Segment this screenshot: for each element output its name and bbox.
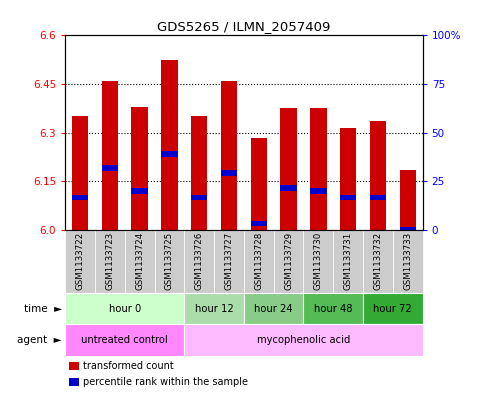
- Bar: [274, 230, 303, 293]
- Bar: [281, 185, 297, 191]
- Text: GSM1133733: GSM1133733: [403, 232, 412, 290]
- Bar: [191, 195, 207, 200]
- Bar: [69, 378, 79, 386]
- Text: hour 48: hour 48: [314, 303, 353, 314]
- Title: GDS5265 / ILMN_2057409: GDS5265 / ILMN_2057409: [157, 20, 330, 33]
- Bar: [131, 107, 148, 230]
- Text: GSM1133731: GSM1133731: [344, 232, 353, 290]
- Text: time  ►: time ►: [24, 303, 62, 314]
- Text: GSM1133724: GSM1133724: [135, 232, 144, 290]
- Bar: [65, 324, 185, 356]
- Bar: [399, 227, 416, 233]
- Bar: [69, 362, 79, 370]
- Text: GSM1133732: GSM1133732: [373, 232, 383, 290]
- Bar: [161, 60, 178, 230]
- Text: GSM1133728: GSM1133728: [255, 232, 263, 290]
- Bar: [214, 230, 244, 293]
- Bar: [221, 81, 237, 230]
- Text: hour 72: hour 72: [373, 303, 412, 314]
- Text: hour 24: hour 24: [255, 303, 293, 314]
- Bar: [125, 230, 155, 293]
- Text: transformed count: transformed count: [83, 361, 174, 371]
- Text: GSM1133723: GSM1133723: [105, 232, 114, 290]
- Text: mycophenolic acid: mycophenolic acid: [257, 335, 350, 345]
- Bar: [363, 293, 423, 324]
- Bar: [185, 230, 214, 293]
- Bar: [72, 116, 88, 230]
- Bar: [244, 230, 274, 293]
- Text: hour 12: hour 12: [195, 303, 233, 314]
- Bar: [244, 293, 303, 324]
- Text: untreated control: untreated control: [82, 335, 168, 345]
- Bar: [191, 116, 207, 230]
- Text: hour 0: hour 0: [109, 303, 141, 314]
- Text: GSM1133726: GSM1133726: [195, 232, 204, 290]
- Bar: [310, 188, 327, 194]
- Bar: [310, 108, 327, 230]
- Bar: [340, 128, 356, 230]
- Bar: [393, 230, 423, 293]
- Text: GSM1133725: GSM1133725: [165, 232, 174, 290]
- Bar: [370, 121, 386, 230]
- Bar: [102, 165, 118, 171]
- Text: GSM1133730: GSM1133730: [314, 232, 323, 290]
- Bar: [65, 230, 95, 293]
- Bar: [281, 108, 297, 230]
- Bar: [303, 293, 363, 324]
- Bar: [72, 195, 88, 200]
- Bar: [161, 151, 178, 157]
- Text: agent  ►: agent ►: [17, 335, 62, 345]
- Bar: [399, 170, 416, 230]
- Text: GSM1133727: GSM1133727: [225, 232, 233, 290]
- Bar: [251, 220, 267, 226]
- Bar: [95, 230, 125, 293]
- Bar: [221, 170, 237, 176]
- Bar: [251, 138, 267, 230]
- Bar: [303, 230, 333, 293]
- Bar: [333, 230, 363, 293]
- Bar: [340, 195, 356, 200]
- Bar: [370, 195, 386, 200]
- Bar: [155, 230, 185, 293]
- Bar: [185, 324, 423, 356]
- Bar: [363, 230, 393, 293]
- Text: percentile rank within the sample: percentile rank within the sample: [83, 377, 248, 387]
- Bar: [65, 293, 185, 324]
- Text: GSM1133729: GSM1133729: [284, 232, 293, 290]
- Bar: [102, 81, 118, 230]
- Bar: [185, 293, 244, 324]
- Bar: [131, 188, 148, 194]
- Text: GSM1133722: GSM1133722: [76, 232, 85, 290]
